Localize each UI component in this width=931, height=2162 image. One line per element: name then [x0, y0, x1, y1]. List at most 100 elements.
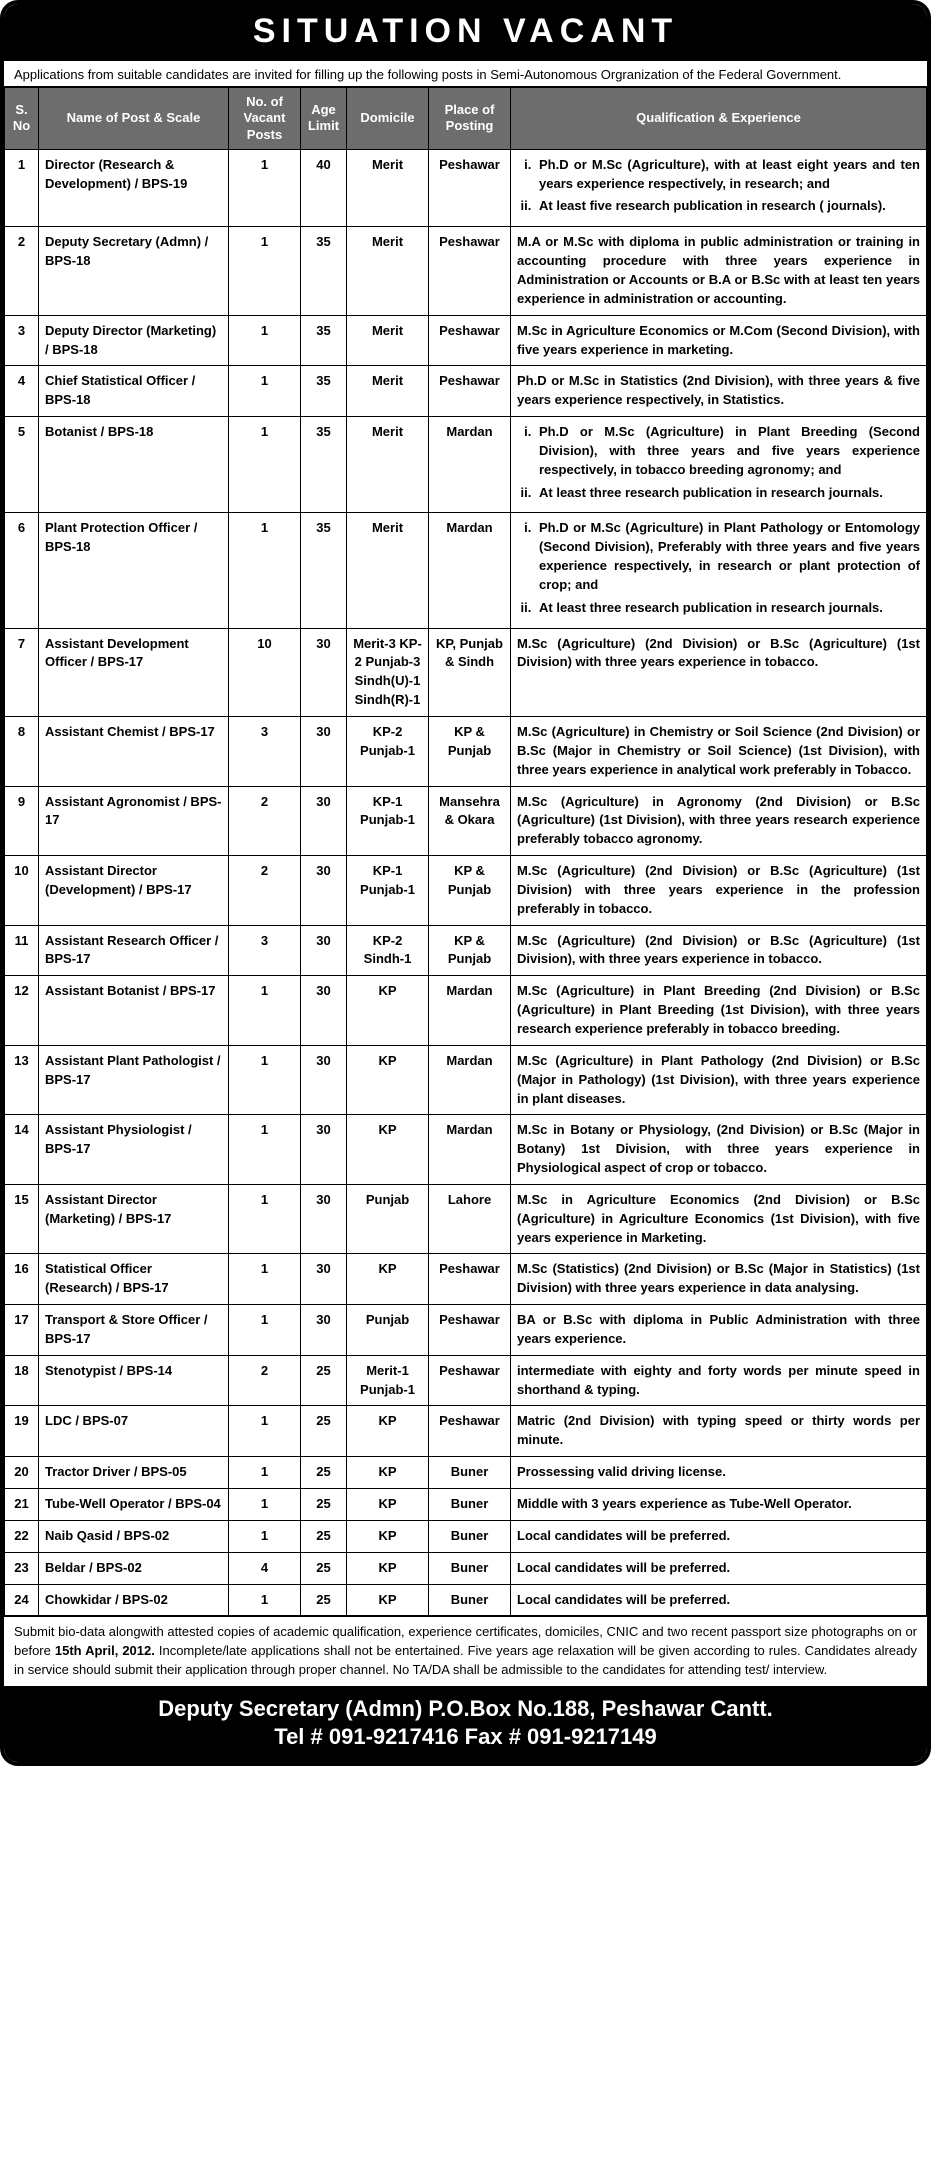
- cell-sno: 18: [5, 1355, 39, 1406]
- cell-sno: 10: [5, 856, 39, 926]
- cell-name: Assistant Director (Marketing) / BPS-17: [39, 1184, 229, 1254]
- cell-place: Buner: [429, 1520, 511, 1552]
- cell-dom: KP-1 Punjab-1: [347, 856, 429, 926]
- cell-place: Lahore: [429, 1184, 511, 1254]
- cell-qual: Matric (2nd Division) with typing speed …: [511, 1406, 927, 1457]
- cell-num: 1: [229, 227, 301, 315]
- cell-age: 30: [301, 1254, 347, 1305]
- cell-age: 30: [301, 717, 347, 787]
- cell-sno: 11: [5, 925, 39, 976]
- col-num: No. of Vacant Posts: [229, 88, 301, 150]
- cell-dom: Merit: [347, 513, 429, 628]
- cell-qual: M.Sc (Agriculture) (2nd Division) or B.S…: [511, 856, 927, 926]
- cell-num: 10: [229, 628, 301, 716]
- cell-age: 25: [301, 1520, 347, 1552]
- table-row: 15Assistant Director (Marketing) / BPS-1…: [5, 1184, 927, 1254]
- cell-place: Buner: [429, 1457, 511, 1489]
- cell-age: 25: [301, 1406, 347, 1457]
- cell-qual: Middle with 3 years experience as Tube-W…: [511, 1489, 927, 1521]
- cell-num: 3: [229, 925, 301, 976]
- cell-name: Director (Research & Development) / BPS-…: [39, 149, 229, 227]
- cell-dom: KP: [347, 1489, 429, 1521]
- cell-age: 25: [301, 1552, 347, 1584]
- cell-qual: Local candidates will be preferred.: [511, 1552, 927, 1584]
- cell-name: Assistant Research Officer / BPS-17: [39, 925, 229, 976]
- cell-place: Peshawar: [429, 1355, 511, 1406]
- cell-qual: M.Sc (Agriculture) (2nd Division) or B.S…: [511, 925, 927, 976]
- footer-note: Submit bio-data alongwith attested copie…: [4, 1616, 927, 1686]
- cell-age: 25: [301, 1457, 347, 1489]
- cell-place: Mardan: [429, 1045, 511, 1115]
- cell-place: KP & Punjab: [429, 925, 511, 976]
- cell-dom: KP: [347, 1552, 429, 1584]
- table-row: 24Chowkidar / BPS-02125KPBunerLocal cand…: [5, 1584, 927, 1616]
- table-row: 5Botanist / BPS-18135MeritMardanPh.D or …: [5, 417, 927, 513]
- cell-place: Peshawar: [429, 149, 511, 227]
- cell-num: 1: [229, 1584, 301, 1616]
- table-row: 14Assistant Physiologist / BPS-17130KPMa…: [5, 1115, 927, 1185]
- cell-place: Peshawar: [429, 1254, 511, 1305]
- contact-bar: Deputy Secretary (Admn) P.O.Box No.188, …: [4, 1686, 927, 1762]
- cell-qual: M.Sc (Agriculture) in Plant Breeding (2n…: [511, 976, 927, 1046]
- cell-place: KP, Punjab & Sindh: [429, 628, 511, 716]
- cell-sno: 4: [5, 366, 39, 417]
- cell-dom: KP: [347, 1520, 429, 1552]
- cell-name: Assistant Plant Pathologist / BPS-17: [39, 1045, 229, 1115]
- cell-age: 30: [301, 786, 347, 856]
- title-bar: SITUATION VACANT: [4, 4, 927, 61]
- cell-name: Tractor Driver / BPS-05: [39, 1457, 229, 1489]
- cell-name: Chief Statistical Officer / BPS-18: [39, 366, 229, 417]
- cell-age: 25: [301, 1355, 347, 1406]
- cell-dom: KP: [347, 1406, 429, 1457]
- cell-dom: Merit: [347, 227, 429, 315]
- cell-place: Peshawar: [429, 315, 511, 366]
- cell-place: Buner: [429, 1552, 511, 1584]
- cell-age: 35: [301, 417, 347, 513]
- cell-num: 1: [229, 1520, 301, 1552]
- vacancy-table: S. No Name of Post & Scale No. of Vacant…: [4, 87, 927, 1616]
- cell-dom: Punjab: [347, 1305, 429, 1356]
- cell-place: Peshawar: [429, 366, 511, 417]
- cell-qual: M.Sc (Agriculture) in Agronomy (2nd Divi…: [511, 786, 927, 856]
- cell-dom: KP: [347, 1584, 429, 1616]
- page-frame: SITUATION VACANT Applications from suita…: [0, 0, 931, 1766]
- cell-dom: Merit: [347, 366, 429, 417]
- cell-name: Naib Qasid / BPS-02: [39, 1520, 229, 1552]
- cell-name: Deputy Secretary (Admn) / BPS-18: [39, 227, 229, 315]
- cell-name: Transport & Store Officer / BPS-17: [39, 1305, 229, 1356]
- cell-qual: M.Sc (Statistics) (2nd Division) or B.Sc…: [511, 1254, 927, 1305]
- cell-age: 35: [301, 366, 347, 417]
- cell-place: Buner: [429, 1584, 511, 1616]
- cell-sno: 5: [5, 417, 39, 513]
- table-row: 22Naib Qasid / BPS-02125KPBunerLocal can…: [5, 1520, 927, 1552]
- cell-place: Mardan: [429, 513, 511, 628]
- cell-name: Botanist / BPS-18: [39, 417, 229, 513]
- cell-qual: Local candidates will be preferred.: [511, 1584, 927, 1616]
- table-row: 3Deputy Director (Marketing) / BPS-18135…: [5, 315, 927, 366]
- cell-num: 1: [229, 417, 301, 513]
- table-row: 11Assistant Research Officer / BPS-17330…: [5, 925, 927, 976]
- table-row: 13Assistant Plant Pathologist / BPS-1713…: [5, 1045, 927, 1115]
- table-row: 16Statistical Officer (Research) / BPS-1…: [5, 1254, 927, 1305]
- table-row: 23Beldar / BPS-02425KPBunerLocal candida…: [5, 1552, 927, 1584]
- cell-dom: KP-2 Punjab-1: [347, 717, 429, 787]
- cell-place: Mardan: [429, 976, 511, 1046]
- cell-name: Deputy Director (Marketing) / BPS-18: [39, 315, 229, 366]
- col-name: Name of Post & Scale: [39, 88, 229, 150]
- cell-num: 1: [229, 149, 301, 227]
- cell-sno: 12: [5, 976, 39, 1046]
- cell-sno: 15: [5, 1184, 39, 1254]
- cell-qual: Ph.D or M.Sc in Statistics (2nd Division…: [511, 366, 927, 417]
- cell-dom: Merit: [347, 149, 429, 227]
- cell-sno: 3: [5, 315, 39, 366]
- cell-sno: 20: [5, 1457, 39, 1489]
- cell-name: Assistant Director (Development) / BPS-1…: [39, 856, 229, 926]
- cell-sno: 19: [5, 1406, 39, 1457]
- cell-num: 1: [229, 366, 301, 417]
- cell-age: 30: [301, 1305, 347, 1356]
- cell-age: 40: [301, 149, 347, 227]
- cell-sno: 7: [5, 628, 39, 716]
- col-dom: Domicile: [347, 88, 429, 150]
- cell-name: Assistant Chemist / BPS-17: [39, 717, 229, 787]
- cell-sno: 13: [5, 1045, 39, 1115]
